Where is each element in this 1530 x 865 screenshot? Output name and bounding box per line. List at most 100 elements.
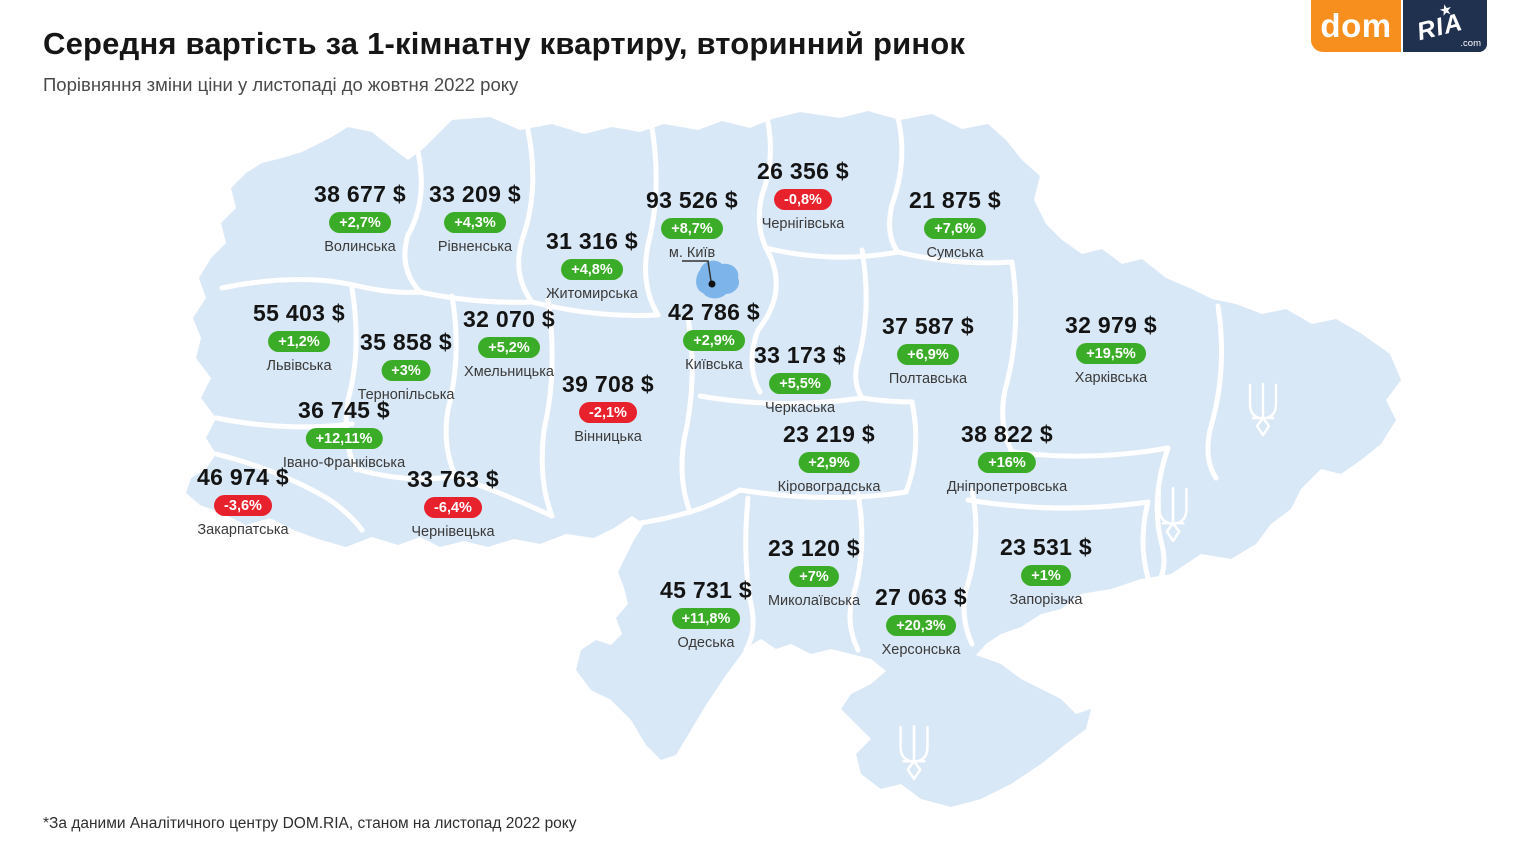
region-price: 21 875 $ bbox=[909, 187, 1001, 213]
region-name: Волинська bbox=[324, 239, 396, 255]
region-name: Херсонська bbox=[881, 642, 961, 658]
region-change-badge: +6,9% bbox=[897, 344, 959, 365]
region-label-cherkaska: 33 173 $ +5,5% Черкаська bbox=[754, 342, 846, 416]
region-label-lvivska: 55 403 $ +1,2% Львівська bbox=[253, 300, 345, 374]
region-price: 55 403 $ bbox=[253, 300, 345, 326]
region-change-badge: +5,2% bbox=[478, 337, 540, 358]
region-label-rivnenska: 33 209 $ +4,3% Рівненська bbox=[429, 181, 521, 255]
region-name: Сумська bbox=[926, 245, 984, 261]
region-change-badge: +20,3% bbox=[886, 615, 956, 636]
footnote: *За даними Аналітичного центру DOM.RIA, … bbox=[43, 815, 577, 832]
region-label-volynska: 38 677 $ +2,7% Волинська bbox=[314, 181, 406, 255]
region-change-badge: +2,9% bbox=[683, 330, 745, 351]
region-label-dnipropetrovska: 38 822 $ +16% Дніпропетровська bbox=[947, 421, 1067, 495]
dom-logo-text: dom bbox=[1320, 7, 1392, 44]
region-price: 33 173 $ bbox=[754, 342, 846, 368]
region-price: 32 070 $ bbox=[463, 306, 555, 332]
region-change-badge: +4,3% bbox=[444, 212, 506, 233]
region-price: 93 526 $ bbox=[646, 187, 738, 213]
kyiv-city-shape bbox=[696, 260, 740, 299]
region-label-kharkivska: 32 979 $ +19,5% Харківська bbox=[1065, 312, 1157, 386]
region-price: 26 356 $ bbox=[757, 158, 849, 184]
region-name: Житомирська bbox=[546, 286, 638, 302]
region-price: 38 822 $ bbox=[961, 421, 1053, 447]
page-subtitle: Порівняння зміни ціни у листопаді до жов… bbox=[43, 74, 519, 95]
page-title: Середня вартість за 1-кімнатну квартиру,… bbox=[43, 26, 966, 61]
region-change-badge: -6,4% bbox=[424, 497, 482, 518]
region-change-badge: -2,1% bbox=[579, 402, 637, 423]
region-price: 33 763 $ bbox=[407, 466, 499, 492]
region-name: Вінницька bbox=[574, 429, 642, 445]
ria-logo-text: RIA bbox=[1414, 7, 1466, 47]
region-change-badge: +1,2% bbox=[268, 331, 330, 352]
region-label-sumska: 21 875 $ +7,6% Сумська bbox=[909, 187, 1001, 261]
region-label-khmelnytska: 32 070 $ +5,2% Хмельницька bbox=[463, 306, 555, 380]
dom-logo: dom bbox=[1311, 0, 1401, 52]
region-change-badge: +11,8% bbox=[671, 608, 741, 629]
region-change-badge: +4,8% bbox=[561, 259, 623, 280]
region-change-badge: +3% bbox=[381, 360, 431, 381]
region-name: Харківська bbox=[1074, 370, 1148, 386]
region-label-zaporizka: 23 531 $ +1% Запорізька bbox=[1000, 534, 1092, 608]
region-name: Чернівецька bbox=[411, 524, 495, 540]
region-name: Рівненська bbox=[437, 239, 513, 255]
region-name: м. Київ bbox=[668, 245, 716, 261]
region-price: 45 731 $ bbox=[660, 577, 752, 603]
region-label-ivano-frankivska: 36 745 $ +12,11% Івано-Франківська bbox=[283, 397, 405, 471]
region-price: 38 677 $ bbox=[314, 181, 406, 207]
region-label-vinnytska: 39 708 $ -2,1% Вінницька bbox=[562, 371, 654, 445]
region-price: 23 219 $ bbox=[783, 421, 875, 447]
region-label-odeska: 45 731 $ +11,8% Одеська bbox=[660, 577, 752, 651]
region-label-zhytomyrska: 31 316 $ +4,8% Житомирська bbox=[546, 228, 638, 302]
region-change-badge: +19,5% bbox=[1076, 343, 1146, 364]
region-name: Львівська bbox=[266, 358, 332, 374]
region-change-badge: -3,6% bbox=[214, 495, 272, 516]
region-change-badge: +12,11% bbox=[305, 428, 383, 449]
region-name: Київська bbox=[685, 357, 743, 373]
region-price: 35 858 $ bbox=[360, 329, 452, 355]
region-change-badge: +16% bbox=[978, 452, 1036, 473]
region-price: 27 063 $ bbox=[875, 584, 967, 610]
region-name: Івано-Франківська bbox=[282, 455, 406, 471]
region-label-ternopilska: 35 858 $ +3% Тернопільська bbox=[358, 329, 455, 403]
region-label-mykolaivska: 23 120 $ +7% Миколаївська bbox=[768, 535, 860, 609]
region-label-kyivska: 42 786 $ +2,9% Київська bbox=[668, 299, 760, 373]
ria-logo-tld: .com bbox=[1460, 38, 1481, 49]
region-name: Чернігівська bbox=[761, 216, 845, 232]
region-price: 33 209 $ bbox=[429, 181, 521, 207]
region-label-khersonska: 27 063 $ +20,3% Херсонська bbox=[875, 584, 967, 658]
region-price: 31 316 $ bbox=[546, 228, 638, 254]
region-label-zakarpatska: 46 974 $ -3,6% Закарпатська bbox=[197, 464, 289, 538]
brand-logo: dom ★ RIA .com bbox=[1311, 0, 1487, 52]
region-change-badge: +5,5% bbox=[769, 373, 831, 394]
region-name: Черкаська bbox=[764, 400, 836, 416]
region-name: Запорізька bbox=[1009, 592, 1083, 608]
region-name: Тернопільська bbox=[357, 387, 455, 403]
region-name: Закарпатська bbox=[197, 522, 289, 538]
region-label-chernihivska: 26 356 $ -0,8% Чернігівська bbox=[757, 158, 849, 232]
region-change-badge: +7,6% bbox=[924, 218, 986, 239]
region-price: 46 974 $ bbox=[197, 464, 289, 490]
region-name: Миколаївська bbox=[767, 593, 861, 609]
region-name: Одеська bbox=[677, 635, 735, 651]
ukraine-silhouette bbox=[186, 111, 1401, 807]
oblast-borders bbox=[213, 115, 1225, 653]
region-price: 37 587 $ bbox=[882, 313, 974, 339]
region-change-badge: +8,7% bbox=[661, 218, 723, 239]
region-change-badge: +1% bbox=[1021, 565, 1071, 586]
kyiv-dot bbox=[708, 280, 716, 288]
region-change-badge: +2,7% bbox=[329, 212, 391, 233]
region-name: Полтавська bbox=[888, 371, 968, 387]
region-label-kyiv-city: 93 526 $ +8,7% м. Київ bbox=[646, 187, 738, 261]
region-label-chernivetska: 33 763 $ -6,4% Чернівецька bbox=[407, 466, 499, 540]
region-change-badge: +2,9% bbox=[798, 452, 860, 473]
region-change-badge: +7% bbox=[789, 566, 839, 587]
region-label-poltavska: 37 587 $ +6,9% Полтавська bbox=[882, 313, 974, 387]
region-change-badge: -0,8% bbox=[774, 189, 832, 210]
region-price: 42 786 $ bbox=[668, 299, 760, 325]
region-name: Дніпропетровська bbox=[946, 479, 1068, 495]
ria-logo: ★ RIA .com bbox=[1403, 0, 1487, 52]
